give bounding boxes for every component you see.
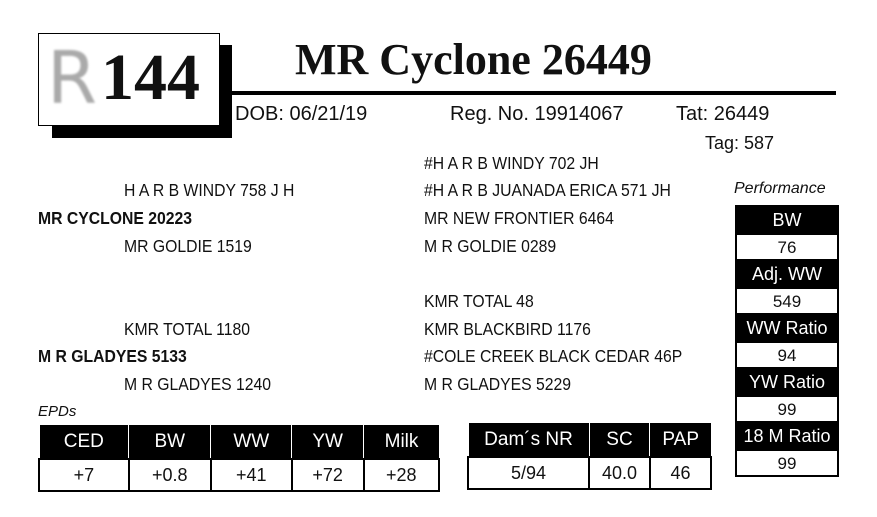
ped-dsire-dam: KMR BLACKBIRD 1176 — [424, 319, 591, 339]
perf-adjww-value: 549 — [737, 289, 837, 313]
epd-header: YW — [291, 425, 364, 459]
dam-header: PAP — [649, 423, 711, 457]
ped-dam-dam: M R GLADYES 1240 — [124, 374, 272, 394]
dam-value: 5/94 — [467, 456, 590, 490]
performance-label: Performance — [734, 180, 826, 197]
ped-sire-dam: MR GOLDIE 1519 — [124, 236, 252, 256]
perf-bw-value: 76 — [737, 235, 837, 259]
ped-dsire-sire: KMR TOTAL 48 — [424, 291, 534, 311]
perf-ywratio-value: 99 — [737, 397, 837, 421]
epd-value: +28 — [362, 458, 441, 492]
ped-ddam-sire: #COLE CREEK BLACK CEDAR 46P — [424, 346, 683, 366]
epd-value: +72 — [290, 458, 365, 492]
ped-ddam-dam: M R GLADYES 5229 — [424, 374, 572, 394]
ped-dam: M R GLADYES 5133 — [38, 346, 187, 366]
epd-header: Milk — [363, 425, 439, 459]
tattoo: Tat: 26449 — [676, 103, 770, 125]
ped-sire: MR CYCLONE 20223 — [38, 208, 193, 228]
ped-sire-sire: H A R B WINDY 758 J H — [124, 180, 295, 200]
epd-table: CED BW WW YW Milk +7 +0.8 +41 +72 +28 — [38, 425, 441, 492]
perf-18m-value: 99 — [737, 451, 837, 475]
perf-adjww-label: Adj. WW — [737, 259, 837, 289]
epd-header: WW — [210, 425, 292, 459]
epds-label: EPDs — [38, 403, 77, 420]
perf-18m-label: 18 M Ratio — [737, 421, 837, 451]
logo-r: R — [47, 36, 98, 120]
epd-header: BW — [128, 425, 211, 459]
ped-sdam-dam: M R GOLDIE 0289 — [424, 236, 557, 256]
dam-table: Dam´s NR SC PAP 5/94 40.0 46 — [467, 423, 713, 490]
tag: Tag: 587 — [705, 133, 775, 153]
lot-number: 144 — [101, 41, 200, 114]
epd-header: CED — [38, 425, 129, 459]
ped-ssire-dam: #H A R B JUANADA ERICA 571 JH — [424, 180, 671, 200]
performance-table: BW 76 Adj. WW 549 WW Ratio 94 YW Ratio 9… — [735, 205, 839, 477]
dam-header: Dam´s NR — [467, 423, 589, 457]
lot-number-box: R 144 — [38, 33, 220, 126]
perf-wwratio-value: 94 — [737, 343, 837, 367]
ped-ssire-sire: #H A R B WINDY 702 JH — [424, 153, 599, 173]
ped-sdam-sire: MR NEW FRONTIER 6464 — [424, 208, 614, 228]
epd-value: +0.8 — [127, 458, 212, 492]
ped-dam-sire: KMR TOTAL 1180 — [124, 319, 251, 339]
reg-number: Reg. No. 19914067 — [450, 103, 624, 125]
dam-header: SC — [588, 423, 650, 457]
dob: DOB: 06/21/19 — [235, 103, 368, 125]
dam-value: 46 — [648, 456, 713, 490]
animal-name: MR Cyclone 26449 — [295, 35, 652, 84]
perf-ywratio-label: YW Ratio — [737, 367, 837, 397]
title-rule — [226, 91, 836, 95]
dam-value: 40.0 — [588, 456, 651, 490]
perf-wwratio-label: WW Ratio — [737, 313, 837, 343]
epd-value: +7 — [38, 458, 130, 492]
perf-bw-label: BW — [737, 205, 837, 235]
epd-value: +41 — [209, 458, 293, 492]
